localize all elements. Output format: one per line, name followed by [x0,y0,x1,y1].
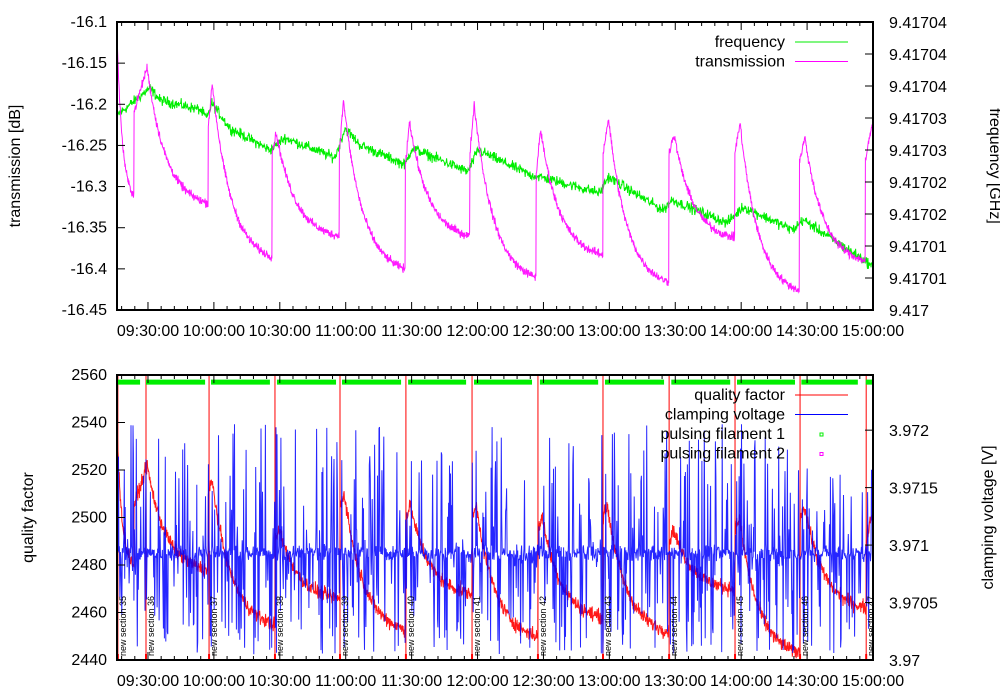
y-tick-label: 2540 [71,415,107,432]
clamping-voltage-line [117,424,873,655]
section-label: new section 42 [538,596,548,656]
legend-label: pulsing filament 1 [660,426,785,443]
quality-factor-line [117,434,873,659]
x-tick-label: 12:30:00 [512,673,574,690]
x-tick-label: 09:30:00 [117,673,179,690]
y2-tick-label: 3.9705 [889,596,938,613]
section-label: new section 45 [735,596,745,656]
x-tick-label: 11:30:00 [381,673,442,690]
y2-tick-label: 3.97 [889,653,920,670]
y-tick-label: -16.3 [71,179,108,196]
x-tick-label: 13:30:00 [644,323,706,340]
x-tick-label: 11:30:00 [381,323,442,340]
series-group [117,42,873,294]
y-tick-label: -16.15 [62,55,107,72]
x-tick-label: 09:30:00 [117,323,179,340]
y-tick-label: 2460 [71,605,107,622]
y-tick-label: 2500 [71,510,107,527]
x-tick-label: 15:00:00 [842,673,904,690]
frequency-line [117,83,873,269]
section-label: new section 47 [866,596,876,656]
section-label: new section 41 [472,596,482,656]
y2-tick-label: 3.9715 [889,481,938,498]
y-tick-label: -16.1 [71,14,108,31]
x-tick-label: 12:00:00 [446,673,508,690]
y-tick-label: 2520 [71,462,107,479]
y-tick-label: -16.25 [62,137,107,154]
y2-axis-label: frequency [GHz] [986,108,1000,224]
x-tick-label: 13:30:00 [644,673,706,690]
y2-axis-label: clamping voltage [V] [980,445,997,589]
y-axis-label: transmission [dB] [7,105,24,228]
y2-tick-label: 3.972 [889,423,929,440]
y2-tick-label: 9.41702 [889,207,947,224]
x-tick-label: 10:30:00 [249,673,311,690]
y-tick-label: 2560 [71,367,107,384]
x-tick-label: 13:00:00 [578,323,640,340]
bottom-chart: new section 35 new section 36 new section … [20,367,997,690]
y-tick-label: -16.45 [62,302,107,319]
x-tick-label: 12:30:00 [512,323,574,340]
y-tick-label: -16.35 [62,220,107,237]
legend-label: clamping voltage [665,407,785,424]
y-tick-label: -16.4 [71,261,108,278]
y2-tick-label: 9.41701 [889,239,947,256]
section-label: new section 43 [603,596,613,656]
legend-marker [819,452,824,456]
y2-tick-label: 9.417 [889,303,929,320]
y2-tick-label: 9.41703 [889,111,947,128]
x-tick-label: 10:30:00 [249,323,311,340]
section-label: new section 38 [275,596,285,656]
legend-marker [819,432,824,437]
x-tick-label: 11:00:00 [315,323,376,340]
x-tick-label: 10:00:00 [183,323,245,340]
y2-tick-label: 9.41702 [889,175,947,192]
plot-frame [116,21,874,311]
y2-tick-label: 3.971 [889,538,929,555]
legend-label: pulsing filament 2 [660,446,785,463]
y2-tick-label: 9.41701 [889,271,947,288]
y-axis-label: quality factor [20,471,37,562]
section-label: new section 44 [669,596,679,656]
legend-label: quality factor [694,387,785,404]
x-tick-label: 11:00:00 [315,673,376,690]
legend-label: transmission [695,54,785,71]
x-tick-label: 12:00:00 [446,323,508,340]
y-tick-label: 2480 [71,557,107,574]
section-label: new section 35 [118,596,128,656]
y2-tick-label: 9.41704 [889,15,947,32]
legend: quality factor clamping voltage pulsing fi… [660,387,848,463]
y2-tick-label: 9.41703 [889,143,947,160]
section-label: new section 36 [146,596,156,656]
x-tick-label: 14:30:00 [776,323,838,340]
x-tick-label: 15:00:00 [842,323,904,340]
x-tick-label: 14:30:00 [776,673,838,690]
transmission-line [117,42,873,294]
x-tick-label: 14:00:00 [710,323,772,340]
y2-tick-label: 9.41704 [889,79,947,96]
x-tick-label: 14:00:00 [710,673,772,690]
section-label: new section 37 [209,596,219,656]
x-tick-label: 13:00:00 [578,673,640,690]
section-label: new section 40 [406,596,416,656]
top-chart: 09:30:00 10:00:00 10:30:00 11:00:00 11:30:00… [7,14,1000,340]
y2-tick-label: 9.41704 [889,47,947,64]
y-tick-label: 2440 [71,652,107,669]
legend: frequency transmission [695,34,848,71]
x-tick-label: 10:00:00 [183,673,245,690]
section-label: new section 46 [800,596,810,656]
legend-label: frequency [715,34,785,51]
section-label: new section 39 [340,596,350,656]
y-tick-label: -16.2 [71,96,108,113]
